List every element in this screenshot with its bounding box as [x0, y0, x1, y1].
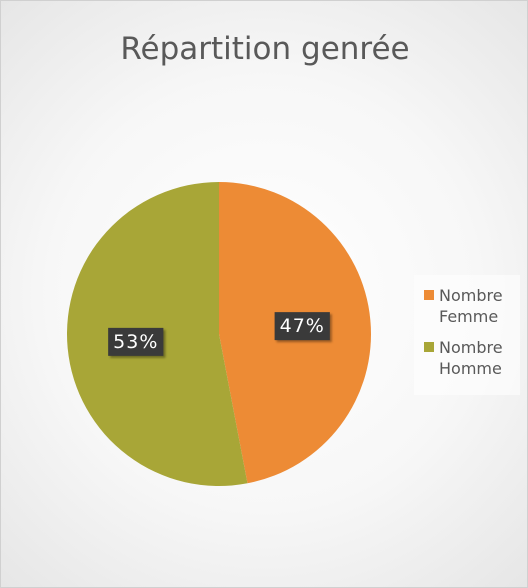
- data-label: 47%: [280, 315, 325, 337]
- legend-label: Nombre Femme: [439, 286, 503, 326]
- legend-entry: Nombre Homme: [418, 337, 516, 379]
- legend-swatch: [424, 342, 434, 352]
- data-label: 53%: [113, 331, 158, 353]
- legend-entry: Nombre Femme: [418, 285, 516, 327]
- legend-swatch: [424, 290, 434, 300]
- data-label-box: [274, 312, 330, 341]
- chart-title: Répartition genrée: [120, 31, 409, 67]
- legend: Nombre Femme Nombre Homme: [414, 275, 520, 395]
- legend-label: Nombre Homme: [439, 338, 503, 378]
- data-label-box: [108, 327, 164, 356]
